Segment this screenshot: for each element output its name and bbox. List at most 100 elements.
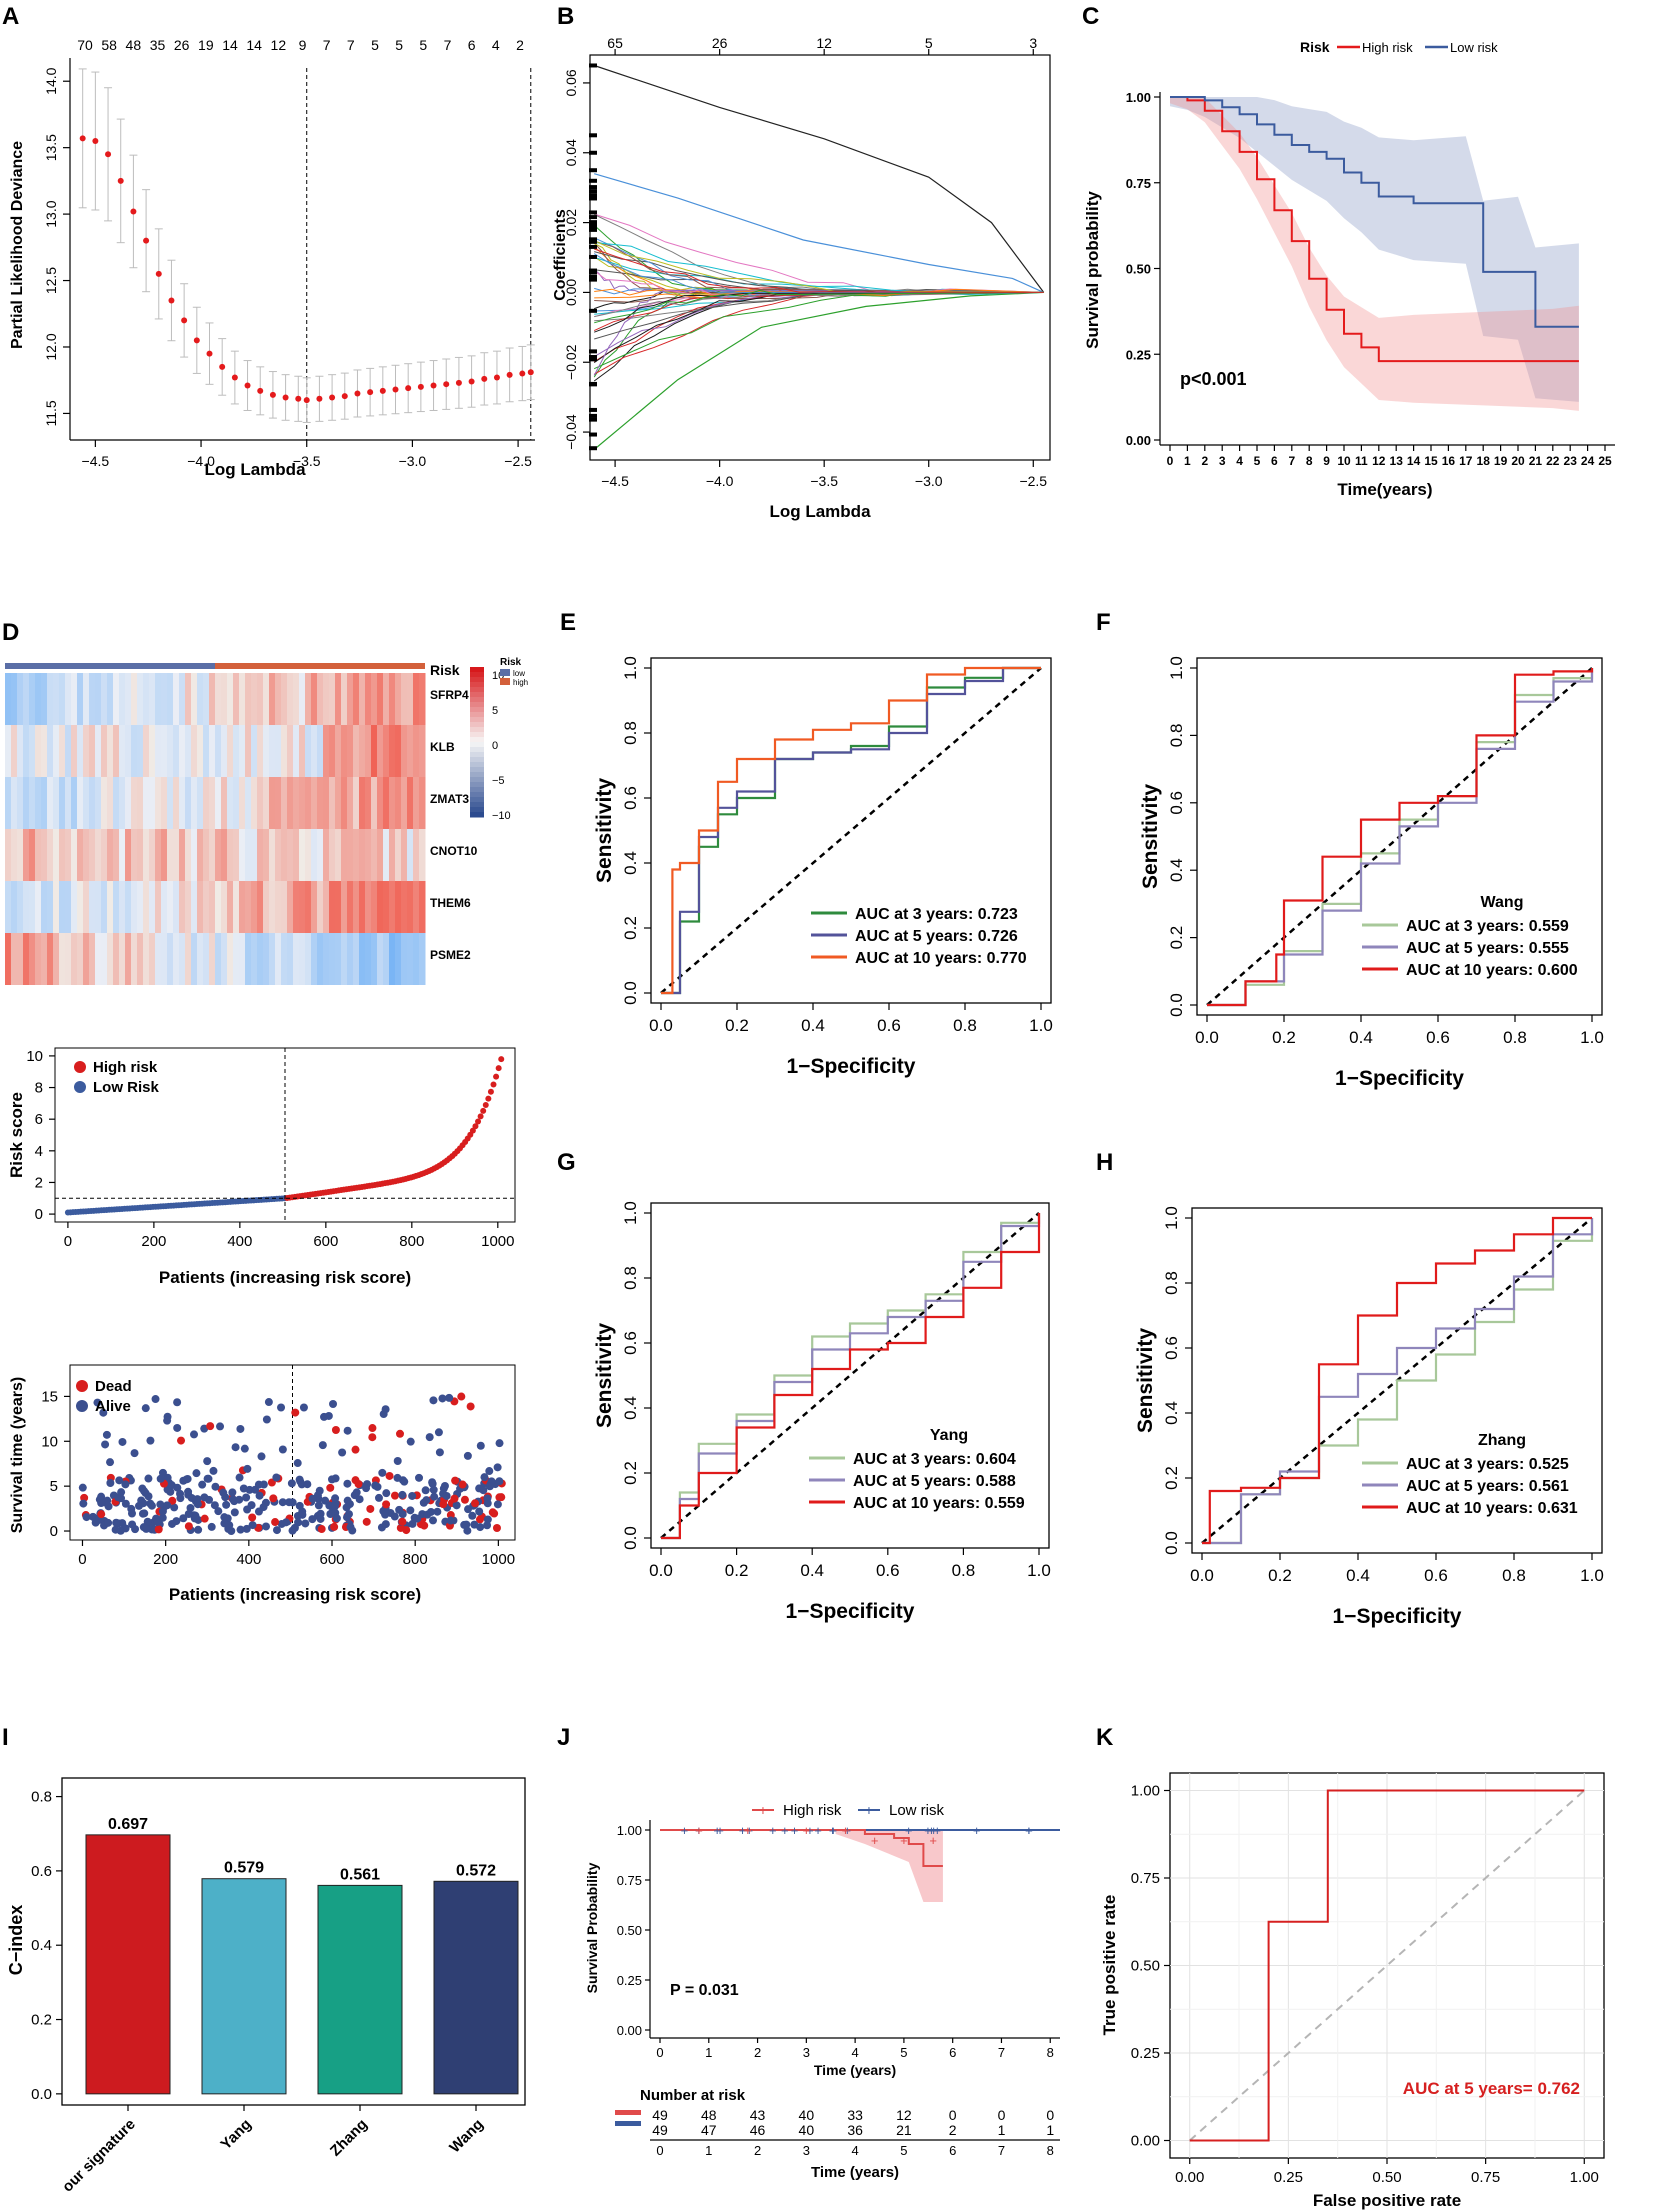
risk-legend-title: Risk xyxy=(500,657,522,668)
deviance-point xyxy=(392,386,399,393)
high-risk-point xyxy=(498,1056,505,1063)
heatmap-cell xyxy=(317,777,324,829)
x-tick-label: 0.6 xyxy=(877,1016,901,1035)
rug-mark xyxy=(589,308,597,313)
heatmap-cell xyxy=(221,933,228,985)
heatmap-cell xyxy=(305,829,312,881)
alive-point xyxy=(348,1526,357,1535)
censor-mark: + xyxy=(695,1823,703,1838)
heatmap-cell xyxy=(365,673,372,725)
heatmap-cell xyxy=(59,829,66,881)
heatmap-cell xyxy=(101,777,108,829)
heatmap-cell xyxy=(233,933,240,985)
alive-point xyxy=(342,1503,351,1512)
heatmap-cell xyxy=(335,933,342,985)
x-tick-label: 1 xyxy=(1184,454,1191,468)
heatmap-cell xyxy=(227,881,234,933)
heatmap-cell xyxy=(329,881,336,933)
heatmap-cell xyxy=(29,673,36,725)
heatmap-cell xyxy=(65,777,72,829)
legend-label: AUC at 5 years: 0.561 xyxy=(1406,1478,1569,1495)
panel-label-A: A xyxy=(2,3,19,30)
scale-label: 0 xyxy=(492,740,498,752)
deviance-point xyxy=(506,371,513,378)
x-tick-label: 1 xyxy=(705,2045,712,2060)
alive-point xyxy=(231,1443,240,1452)
x-tick-label: 12 xyxy=(1372,454,1386,468)
heatmap-cell xyxy=(203,673,210,725)
heatmap-cell xyxy=(47,933,54,985)
heatmap-cell xyxy=(185,777,192,829)
x-axis-label: Log Lambda xyxy=(204,460,306,479)
dead-point xyxy=(330,1522,339,1531)
censor-mark: + xyxy=(871,1833,879,1848)
y-tick-label: 15 xyxy=(41,1388,58,1405)
x-tick-label: 0.8 xyxy=(1502,1566,1526,1585)
alive-point xyxy=(277,1403,286,1412)
alive-point xyxy=(130,1449,139,1458)
dead-point xyxy=(382,1500,391,1509)
y-tick-label: 0.02 xyxy=(563,209,579,236)
alive-point xyxy=(93,1398,102,1407)
rug-mark xyxy=(589,224,597,229)
deviance-point xyxy=(455,379,462,386)
rug-mark xyxy=(589,407,597,412)
heatmap-cell xyxy=(281,673,288,725)
x-tick-label: 0.4 xyxy=(1349,1028,1373,1047)
alive-point xyxy=(203,1474,212,1483)
alive-point xyxy=(463,1526,472,1535)
alive-point xyxy=(236,1525,245,1534)
rug-mark xyxy=(589,277,597,282)
heatmap-cell xyxy=(221,829,228,881)
deviance-point xyxy=(130,208,137,215)
y-tick-label: 1.0 xyxy=(1162,1206,1181,1230)
x-tick-label: 0.50 xyxy=(1372,2169,1401,2186)
alive-point xyxy=(106,1478,115,1487)
p-value: p<0.001 xyxy=(1180,369,1247,389)
alive-point xyxy=(382,1489,391,1498)
alive-point xyxy=(495,1439,504,1448)
bar xyxy=(85,1834,171,2095)
alive-point xyxy=(330,1502,339,1511)
heatmap-cell xyxy=(113,881,120,933)
alive-point xyxy=(97,1499,106,1508)
x-tick-label: 800 xyxy=(403,1551,428,1568)
heatmap-cell xyxy=(263,881,270,933)
heatmap-cell xyxy=(89,725,96,777)
x-axis-label: 1−Specificity xyxy=(1333,1605,1462,1628)
deviance-point xyxy=(367,389,374,396)
alive-point xyxy=(308,1515,317,1524)
risk-bar-low xyxy=(5,663,215,669)
alive-point xyxy=(214,1507,223,1516)
x-tick-label: 1.0 xyxy=(1027,1561,1051,1580)
heatmap-cell xyxy=(401,777,408,829)
heatmap-cell xyxy=(227,933,234,985)
heatmap-cell xyxy=(143,777,150,829)
alive-point xyxy=(435,1448,444,1457)
heatmap-cell xyxy=(167,777,174,829)
heatmap-cell xyxy=(5,777,12,829)
x-tick-label: 0 xyxy=(64,1233,72,1250)
legend-label: AUC at 5 years: 0.588 xyxy=(853,1473,1016,1490)
coef-path xyxy=(594,289,1044,340)
alive-point xyxy=(406,1506,415,1515)
dead-point xyxy=(326,1483,335,1492)
alive-point xyxy=(425,1433,434,1442)
heatmap-cell xyxy=(65,725,72,777)
scale-cell xyxy=(470,802,484,808)
x-tick-label: 2 xyxy=(1201,454,1208,468)
x-tick-label: 2 xyxy=(754,2045,761,2060)
alive-point xyxy=(331,1494,340,1503)
y-tick-label: 0.0 xyxy=(1162,1531,1181,1555)
heatmap-cell xyxy=(221,725,228,777)
alive-point xyxy=(318,1441,327,1450)
heatmap-cell xyxy=(251,881,258,933)
score-x-label: Patients (increasing risk score) xyxy=(159,1268,411,1287)
heatmap-cell xyxy=(269,673,276,725)
y-tick-label: 4 xyxy=(35,1143,43,1160)
rug-mark xyxy=(589,382,597,387)
scale-label: 5 xyxy=(492,705,498,717)
rug-mark xyxy=(589,133,597,138)
heatmap-cell xyxy=(17,673,24,725)
coef-path xyxy=(594,291,1044,333)
